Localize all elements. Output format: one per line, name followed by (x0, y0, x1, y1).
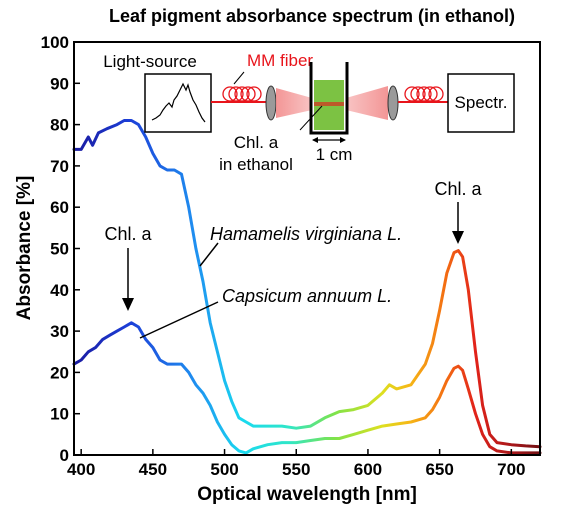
y-tick-label-6: 60 (50, 198, 69, 217)
annotation-chla-left-arrowhead (122, 298, 134, 311)
inset-sample-label-line2: in ethanol (219, 155, 293, 174)
y-tick-label-8: 80 (50, 116, 69, 135)
inset-spectrometer-label: Spectr. (455, 93, 508, 112)
left-fiber-coil (222, 86, 262, 102)
beam-right (346, 86, 388, 120)
annotation-hamamelis: Hamamelis virginiana L. (199, 224, 402, 267)
x-tick-label-2: 500 (210, 460, 238, 479)
annotation-capsicum-leader (139, 301, 219, 339)
y-tick-label-9: 90 (50, 74, 69, 93)
x-tick-label-1: 450 (139, 460, 167, 479)
sample-label-leader (299, 105, 323, 131)
series-line-1 (72, 321, 542, 455)
path-length-arrowhead-left (312, 137, 318, 143)
annotation-hamamelis-leader (199, 242, 219, 267)
chart-title: Leaf pigment absorbance spectrum (in eth… (109, 6, 515, 26)
right-lens (387, 85, 399, 121)
x-axis-title: Optical wavelength [nm] (197, 484, 417, 505)
y-tick-label-1: 10 (50, 405, 69, 424)
annotation-hamamelis-label: Hamamelis virginiana L. (210, 224, 402, 244)
series-line-0 (72, 119, 542, 449)
inset-light-source-label: Light-source (103, 52, 197, 71)
annotation-chla-left-label: Chl. a (104, 224, 152, 244)
annotation-capsicum: Capsicum annuum L. (139, 286, 392, 339)
y-axis-title: Absorbance [%] (14, 176, 35, 321)
annotation-chla-right-arrowhead (452, 231, 464, 244)
right-fiber-coil (404, 86, 444, 102)
cuvette-walls (309, 62, 349, 135)
spectrometer-box (447, 73, 515, 133)
inset-sample-label-line1: Chl. a (234, 133, 279, 152)
y-tick-label-7: 70 (50, 157, 69, 176)
light-source-spectrum-icon (151, 82, 206, 123)
y-tick-label-5: 50 (50, 240, 69, 259)
y-tick-label-4: 40 (50, 281, 69, 300)
path-length-arrowhead-right (340, 137, 346, 143)
light-source-box (144, 73, 212, 133)
y-tick-label-3: 30 (50, 322, 69, 341)
inset-fiber-label: MM fiber (247, 51, 313, 70)
y-tick-label-0: 0 (60, 446, 69, 465)
y-tick-label-10: 100 (41, 33, 69, 52)
y-tick-label-2: 20 (50, 363, 69, 382)
annotation-capsicum-label: Capsicum annuum L. (222, 286, 392, 306)
beam-left (276, 88, 312, 118)
x-tick-label-5: 650 (425, 460, 453, 479)
inset-path-length-label: 1 cm (316, 145, 353, 164)
x-tick-label-6: 700 (497, 460, 525, 479)
annotation-chla-left: Chl. a (104, 224, 152, 311)
x-tick-label-4: 600 (354, 460, 382, 479)
x-tick-label-3: 550 (282, 460, 310, 479)
left-lens (265, 85, 277, 121)
annotation-chla-right: Chl. a (434, 179, 482, 244)
axis-layer: 400 450 500 550 600 650 700 0 10 20 30 40 50 60 70 80 90… (41, 33, 526, 479)
fiber-label-leader (233, 71, 245, 85)
setup-inset: Light-source MM fiber Chl. a in ethanol (103, 51, 515, 174)
series-layer (72, 119, 542, 455)
x-tick-label-0: 400 (67, 460, 95, 479)
annotation-chla-right-label: Chl. a (434, 179, 482, 199)
